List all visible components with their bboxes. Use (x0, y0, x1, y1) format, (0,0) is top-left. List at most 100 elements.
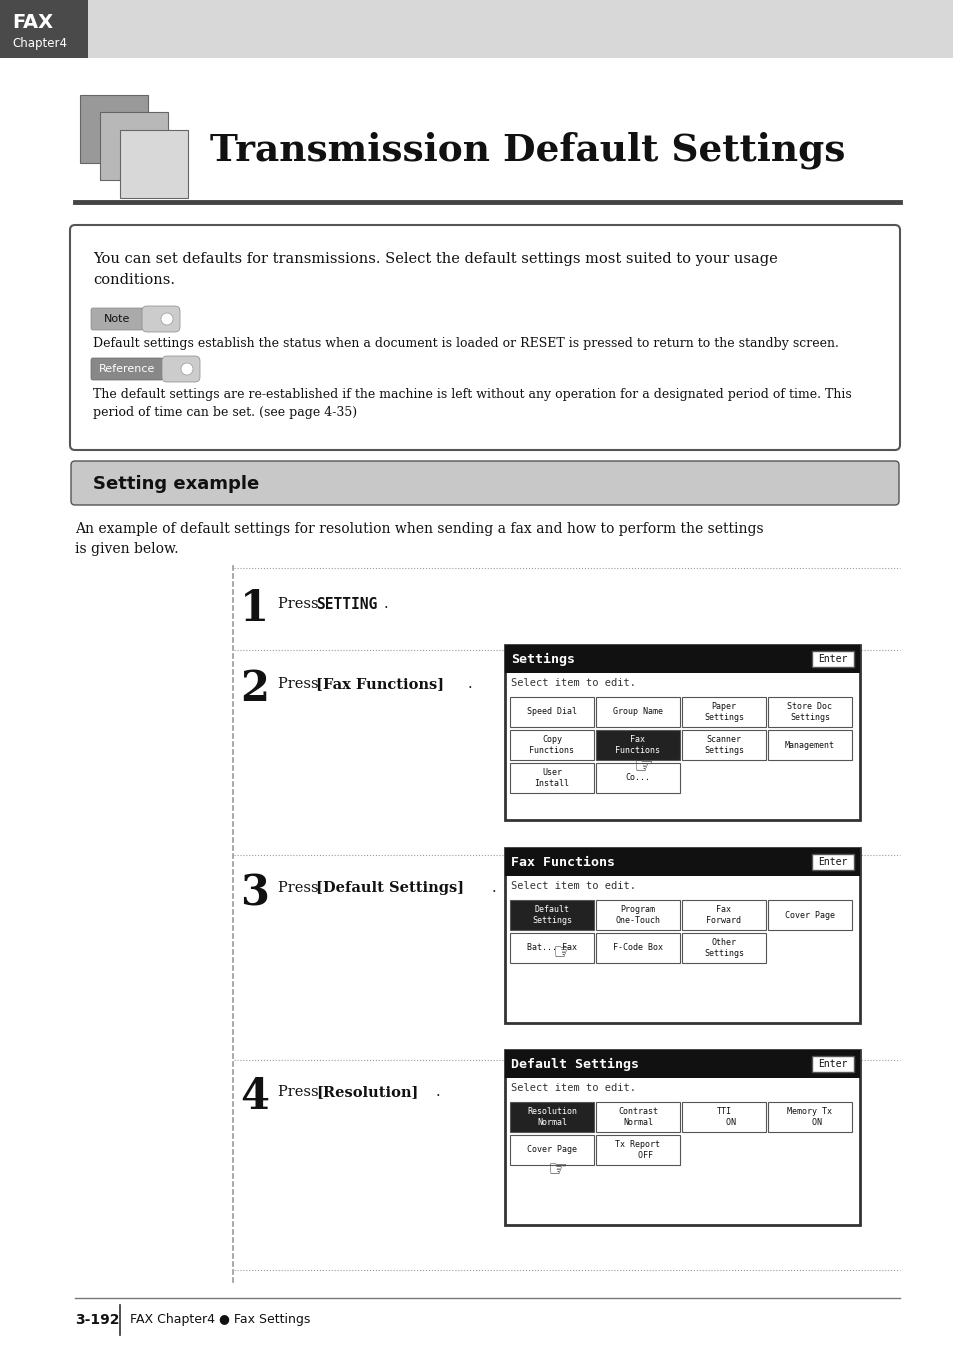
FancyBboxPatch shape (681, 697, 765, 728)
Text: Memory Tx
   ON: Memory Tx ON (786, 1107, 832, 1127)
FancyBboxPatch shape (767, 697, 851, 728)
FancyBboxPatch shape (596, 1135, 679, 1165)
Text: Press: Press (277, 597, 323, 612)
Circle shape (161, 313, 172, 325)
Text: Setting example: Setting example (92, 475, 259, 493)
Text: Chapter4: Chapter4 (12, 38, 67, 50)
FancyBboxPatch shape (142, 306, 180, 332)
FancyBboxPatch shape (504, 645, 859, 674)
FancyBboxPatch shape (504, 848, 859, 876)
FancyBboxPatch shape (504, 645, 859, 819)
FancyBboxPatch shape (504, 1050, 859, 1079)
Text: Press: Press (277, 882, 323, 895)
Text: Copy
Functions: Copy Functions (529, 736, 574, 755)
FancyBboxPatch shape (811, 1056, 853, 1072)
FancyBboxPatch shape (510, 1102, 594, 1133)
Text: 2: 2 (240, 668, 269, 710)
Text: [Fax Functions]: [Fax Functions] (315, 676, 444, 691)
Text: Select item to edit.: Select item to edit. (511, 678, 636, 688)
FancyBboxPatch shape (681, 1102, 765, 1133)
FancyBboxPatch shape (88, 0, 953, 58)
FancyBboxPatch shape (811, 855, 853, 869)
Text: F-Code Box: F-Code Box (613, 944, 662, 953)
FancyBboxPatch shape (681, 730, 765, 760)
FancyBboxPatch shape (80, 95, 148, 163)
Text: Cover Page: Cover Page (784, 910, 834, 919)
FancyBboxPatch shape (681, 900, 765, 930)
Text: You can set defaults for transmissions. Select the default settings most suited : You can set defaults for transmissions. … (92, 252, 777, 286)
Text: Enter: Enter (818, 1058, 847, 1069)
Text: [Default Settings]: [Default Settings] (315, 882, 464, 895)
FancyBboxPatch shape (767, 730, 851, 760)
Text: Program
One-Touch: Program One-Touch (615, 906, 659, 925)
FancyBboxPatch shape (510, 900, 594, 930)
Text: Transmission Default Settings: Transmission Default Settings (210, 131, 844, 169)
FancyBboxPatch shape (596, 933, 679, 963)
FancyBboxPatch shape (0, 0, 88, 58)
FancyBboxPatch shape (596, 900, 679, 930)
Text: Paper
Settings: Paper Settings (703, 702, 743, 722)
Text: User
Install: User Install (534, 768, 569, 787)
FancyBboxPatch shape (510, 763, 594, 792)
Text: Reference: Reference (99, 364, 155, 374)
FancyBboxPatch shape (510, 933, 594, 963)
FancyBboxPatch shape (504, 1050, 859, 1224)
Text: Resolution
Normal: Resolution Normal (526, 1107, 577, 1127)
Text: Store Doc
Settings: Store Doc Settings (786, 702, 832, 722)
Text: ☞: ☞ (552, 944, 572, 963)
Text: .: . (492, 882, 497, 895)
Text: .: . (468, 676, 472, 691)
Text: Fax
Forward: Fax Forward (706, 906, 740, 925)
Text: Speed Dial: Speed Dial (526, 707, 577, 717)
Text: 3-192: 3-192 (75, 1314, 119, 1327)
Text: TTI
   ON: TTI ON (711, 1107, 736, 1127)
Text: An example of default settings for resolution when sending a fax and how to perf: An example of default settings for resol… (75, 522, 762, 555)
Text: Group Name: Group Name (613, 707, 662, 717)
Text: SETTING: SETTING (315, 597, 376, 612)
FancyBboxPatch shape (100, 112, 168, 180)
Text: Settings: Settings (511, 652, 575, 666)
Text: .: . (384, 597, 388, 612)
Text: Note: Note (104, 315, 130, 324)
FancyBboxPatch shape (162, 356, 200, 382)
FancyBboxPatch shape (811, 651, 853, 667)
Text: 3: 3 (240, 872, 269, 914)
Text: ☞: ☞ (546, 1160, 566, 1180)
FancyBboxPatch shape (120, 130, 188, 198)
FancyBboxPatch shape (504, 848, 859, 1023)
FancyBboxPatch shape (71, 460, 898, 505)
FancyBboxPatch shape (767, 900, 851, 930)
FancyBboxPatch shape (510, 697, 594, 728)
Text: Contrast
Normal: Contrast Normal (618, 1107, 658, 1127)
Text: ☞: ☞ (633, 757, 652, 778)
Text: Tx Report
   OFF: Tx Report OFF (615, 1141, 659, 1160)
Text: Other
Settings: Other Settings (703, 938, 743, 957)
Text: Enter: Enter (818, 857, 847, 867)
Text: FAX: FAX (12, 12, 53, 31)
Text: Press: Press (277, 676, 323, 691)
Text: Press: Press (277, 1085, 323, 1099)
Text: Scanner
Settings: Scanner Settings (703, 736, 743, 755)
FancyBboxPatch shape (596, 1102, 679, 1133)
Text: The default settings are re-established if the machine is left without any opera: The default settings are re-established … (92, 387, 851, 418)
Text: FAX Chapter4 ● Fax Settings: FAX Chapter4 ● Fax Settings (130, 1314, 310, 1327)
FancyBboxPatch shape (91, 358, 163, 379)
Circle shape (181, 363, 193, 375)
Text: Fax Functions: Fax Functions (511, 856, 615, 868)
FancyBboxPatch shape (596, 730, 679, 760)
FancyBboxPatch shape (70, 225, 899, 450)
Text: Cover Page: Cover Page (526, 1146, 577, 1154)
FancyBboxPatch shape (596, 763, 679, 792)
FancyBboxPatch shape (681, 933, 765, 963)
FancyBboxPatch shape (91, 308, 143, 329)
Text: Select item to edit.: Select item to edit. (511, 1083, 636, 1094)
FancyBboxPatch shape (510, 730, 594, 760)
FancyBboxPatch shape (510, 1135, 594, 1165)
Text: Co...: Co... (625, 774, 650, 783)
FancyBboxPatch shape (767, 1102, 851, 1133)
Text: .: . (436, 1085, 440, 1099)
Text: 4: 4 (240, 1076, 269, 1118)
Text: Default Settings: Default Settings (511, 1057, 639, 1071)
Text: Default
Settings: Default Settings (532, 906, 572, 925)
Text: Default settings establish the status when a document is loaded or RESET is pres: Default settings establish the status wh… (92, 338, 838, 350)
